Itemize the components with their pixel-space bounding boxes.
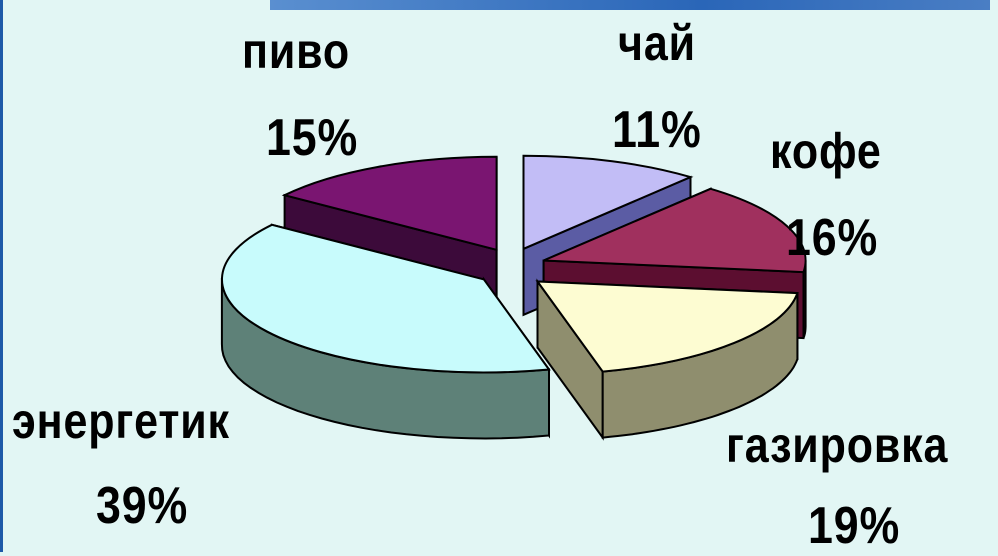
slice-percent-energy: 39% bbox=[96, 476, 188, 536]
slice-label-beer: пиво bbox=[242, 22, 350, 80]
slice-label-soda: газировка bbox=[726, 416, 948, 474]
slice-label-energy: энергетик bbox=[12, 392, 230, 450]
slice-label-tea: чай bbox=[618, 14, 696, 72]
slice-percent-coffee: 16% bbox=[786, 208, 878, 268]
slice-label-coffee: кофе bbox=[770, 122, 882, 180]
slice-percent-beer: 15% bbox=[266, 108, 358, 168]
slice-percent-tea: 11% bbox=[612, 100, 702, 160]
slice-percent-soda: 19% bbox=[808, 496, 900, 556]
